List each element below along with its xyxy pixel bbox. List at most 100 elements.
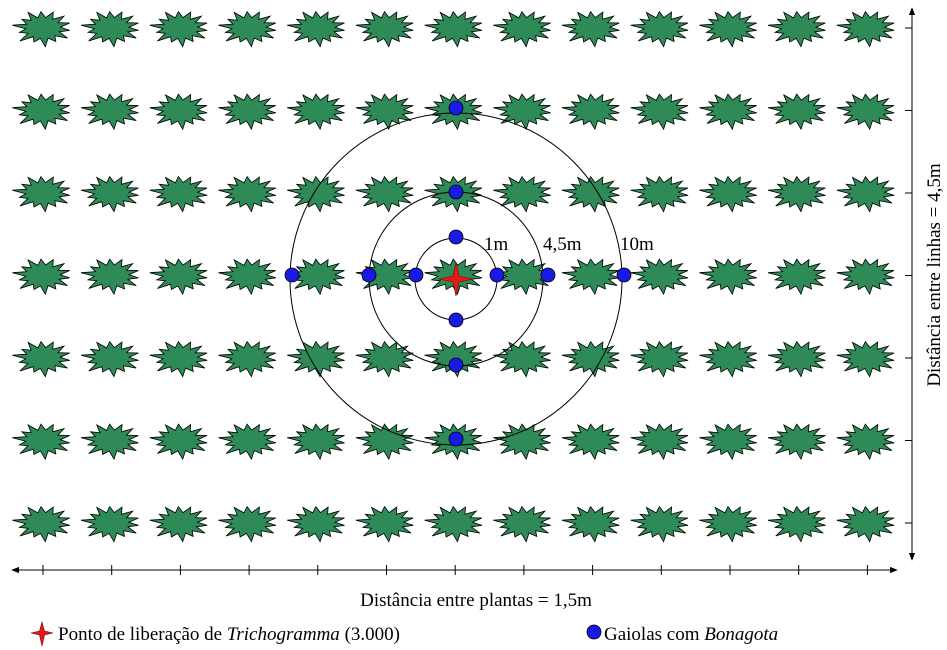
plant — [767, 341, 826, 378]
plant — [80, 341, 139, 378]
plant — [630, 341, 689, 378]
plant — [561, 258, 620, 295]
plant — [699, 341, 758, 378]
plant — [699, 93, 758, 130]
plant — [355, 93, 414, 130]
plant — [355, 341, 414, 378]
cage — [489, 267, 505, 283]
legend-text: Trichogramma — [227, 624, 340, 645]
cage — [616, 267, 632, 283]
plant — [836, 258, 895, 295]
plant — [80, 506, 139, 543]
plant — [492, 93, 552, 130]
plant — [561, 423, 620, 460]
cage — [448, 357, 464, 373]
plant — [286, 176, 345, 213]
cage — [448, 229, 464, 245]
plant — [218, 423, 277, 460]
plant — [630, 93, 689, 130]
cage — [284, 267, 300, 283]
plant — [699, 506, 758, 543]
plant — [149, 423, 208, 460]
legend-release-icon — [30, 620, 54, 647]
plant — [149, 258, 208, 295]
plant — [218, 258, 277, 295]
y-axis-label: Distância entre linhas = 4,5m — [924, 163, 945, 387]
plant — [836, 423, 895, 460]
plant — [699, 258, 758, 295]
cage — [408, 267, 424, 283]
plant — [630, 176, 689, 213]
cage — [448, 312, 464, 328]
plant — [149, 341, 208, 378]
plant — [699, 423, 758, 460]
legend-text: Ponto de liberação de — [58, 624, 227, 645]
ticks — [42, 27, 912, 575]
plant — [286, 423, 345, 460]
plant — [218, 341, 277, 378]
plant — [80, 11, 139, 48]
plant — [630, 506, 689, 543]
plant — [355, 176, 414, 213]
plant — [836, 341, 895, 378]
plant — [149, 176, 208, 213]
cages — [284, 100, 632, 447]
plant — [218, 176, 277, 213]
plant — [492, 11, 552, 48]
plant — [149, 93, 208, 130]
plant — [11, 341, 71, 378]
plant — [11, 93, 71, 130]
plant — [630, 11, 689, 48]
legend-cage-icon — [586, 624, 602, 640]
plant — [561, 93, 620, 130]
plant — [218, 506, 277, 543]
ring-label: 4,5m — [543, 234, 582, 255]
plant — [218, 93, 277, 130]
plant — [80, 423, 139, 460]
plant — [767, 506, 826, 543]
plant — [836, 11, 895, 48]
cage — [540, 267, 556, 283]
plant — [492, 176, 552, 213]
plant — [492, 423, 552, 460]
plant — [149, 506, 208, 543]
plant — [355, 506, 414, 543]
plant — [11, 11, 71, 48]
plant — [492, 341, 552, 378]
plant — [836, 93, 895, 130]
ring-label: 1m — [484, 234, 509, 255]
plant — [836, 506, 895, 543]
plant — [767, 93, 826, 130]
legend-text: Bonagota — [704, 624, 778, 645]
cage — [448, 184, 464, 200]
plant — [767, 258, 826, 295]
plant — [80, 258, 139, 295]
cage — [361, 267, 377, 283]
ring-label: 10m — [620, 234, 654, 255]
plant — [767, 423, 826, 460]
plant — [699, 11, 758, 48]
plant — [836, 176, 895, 213]
plant — [767, 176, 826, 213]
plant — [286, 93, 345, 130]
x-axis-label: Distância entre plantas = 1,5m — [360, 590, 592, 611]
legend-text: Gaiolas com — [604, 624, 704, 645]
plant — [286, 11, 345, 48]
plant — [11, 176, 71, 213]
plant — [630, 258, 689, 295]
plant — [699, 176, 758, 213]
plant — [80, 176, 139, 213]
plant — [286, 506, 345, 543]
plant — [286, 341, 345, 378]
legend-text: (3.000) — [340, 624, 400, 645]
plant — [11, 423, 71, 460]
plant — [424, 506, 483, 543]
plant — [561, 11, 620, 48]
cage — [448, 100, 464, 116]
release-point — [438, 261, 474, 297]
plant — [355, 11, 414, 48]
plant — [149, 11, 208, 48]
legend-cages: Gaiolas com Bonagota — [604, 624, 778, 645]
plant — [492, 506, 552, 543]
